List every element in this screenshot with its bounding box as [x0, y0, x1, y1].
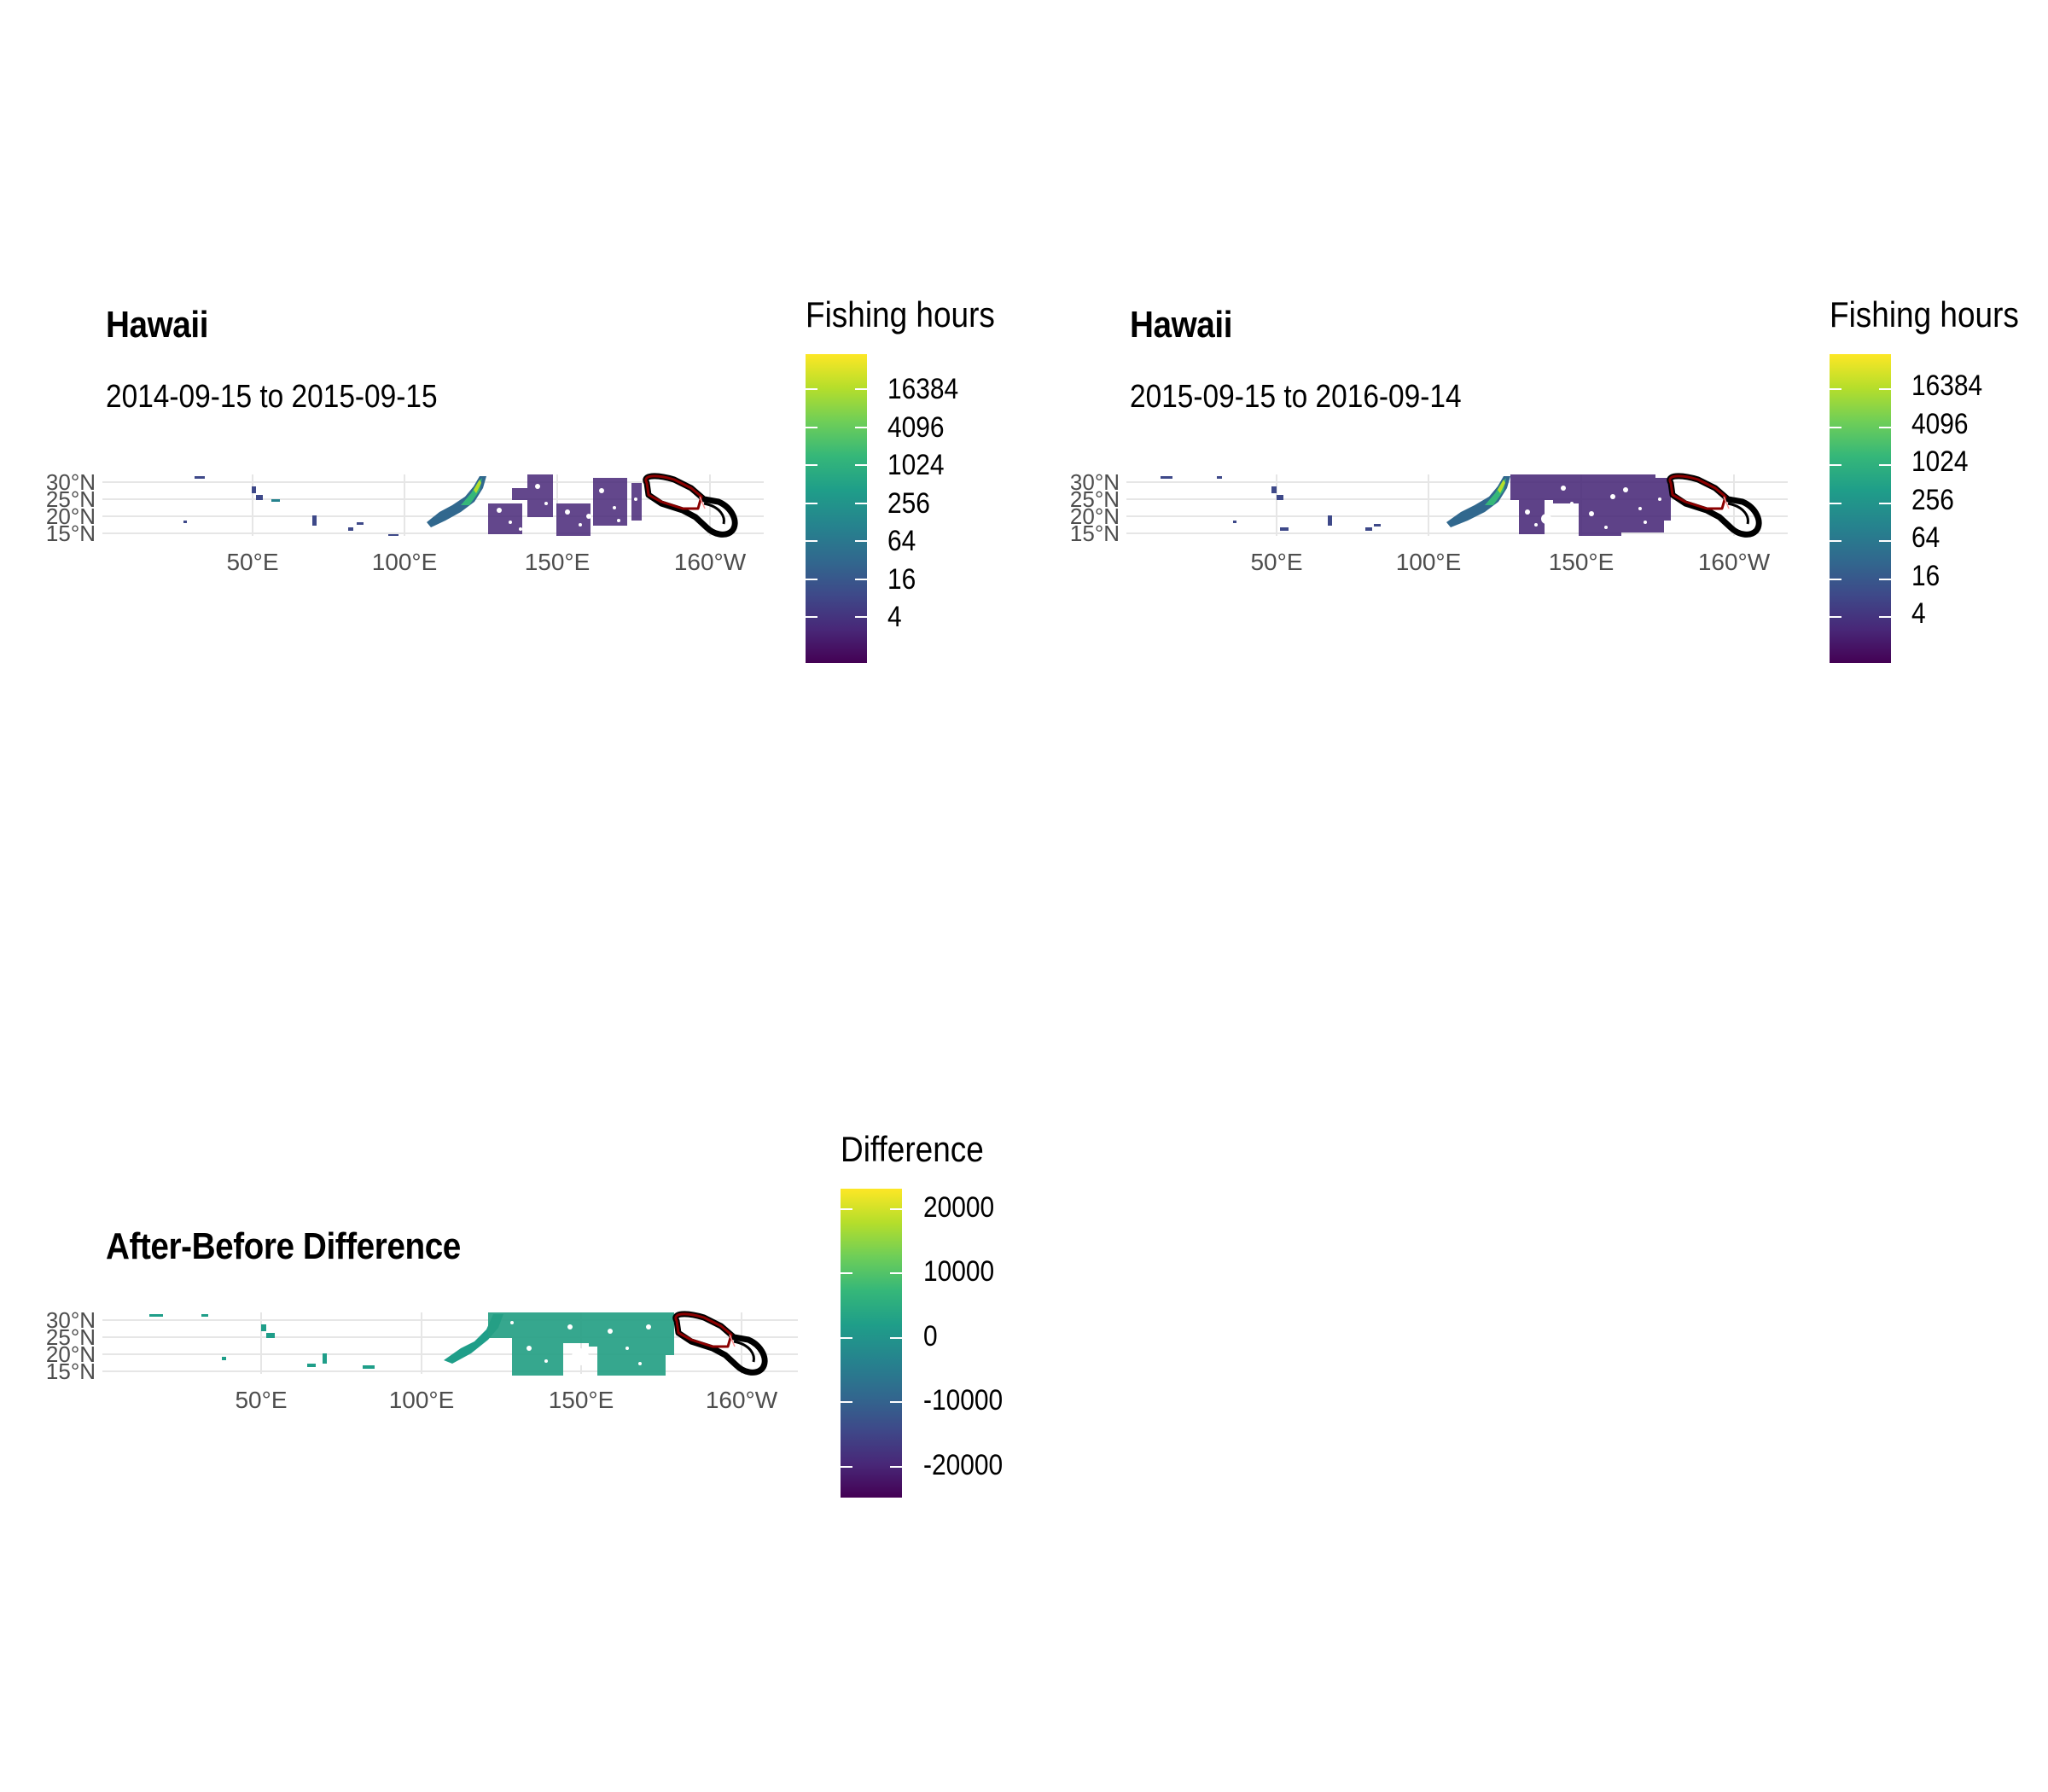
- legend-title: Fishing hours: [806, 294, 995, 335]
- legend-title: Fishing hours: [1830, 294, 2019, 335]
- x-tick-label: 160°W: [674, 549, 747, 575]
- fishing-activity-pacific: [1510, 474, 1671, 536]
- x-tick-label: 160°W: [1698, 549, 1771, 575]
- legend-label: 4: [887, 601, 902, 633]
- panel-title: Hawaii: [106, 304, 209, 346]
- map-panel-before: Hawaii 2014-09-15 to 2015-09-15: [0, 0, 1024, 768]
- legend-label: 256: [887, 487, 930, 520]
- fishing-activity-japan: [427, 476, 486, 527]
- legend-colorbar: [841, 1189, 902, 1498]
- x-tick-label: 100°E: [372, 549, 438, 575]
- difference-west: [149, 1314, 375, 1369]
- x-axis-labels: 50°E 100°E 150°E 160°W: [1250, 549, 1770, 575]
- panel-subtitle: 2014-09-15 to 2015-09-15: [106, 379, 438, 415]
- fishing-activity-speckle: [497, 484, 637, 531]
- panel-subtitle: 2015-09-15 to 2016-09-14: [1130, 379, 1462, 415]
- fishing-activity-japan: [1446, 476, 1510, 527]
- legend-label: 0: [923, 1320, 938, 1353]
- y-tick-label: 25°N: [46, 1324, 96, 1350]
- legend-label: 16384: [887, 373, 959, 405]
- y-tick-label: 25°N: [1070, 486, 1120, 512]
- y-axis-labels: 30°N 25°N 20°N 15°N: [46, 469, 96, 546]
- x-tick-label: 100°E: [1396, 549, 1462, 575]
- map-plot: 30°N 25°N 20°N 15°N 50°E 100°E 150°E 160…: [46, 469, 764, 575]
- x-tick-label: 50°E: [1250, 549, 1302, 575]
- x-tick-label: 50°E: [226, 549, 278, 575]
- legend-title: Difference: [841, 1129, 984, 1169]
- x-axis-labels: 50°E 100°E 150°E 160°W: [226, 549, 746, 575]
- y-axis-labels: 30°N 25°N 20°N 15°N: [46, 1307, 96, 1384]
- legend-label: 16: [887, 563, 916, 596]
- fishing-activity-west: [183, 476, 399, 536]
- panel-title: Hawaii: [1130, 304, 1233, 346]
- x-tick-label: 50°E: [235, 1387, 287, 1413]
- y-tick-label: 20°N: [1070, 503, 1120, 529]
- legend-label: 20000: [923, 1191, 995, 1224]
- legend-label: 256: [1911, 484, 1954, 516]
- y-tick-label: 30°N: [1070, 469, 1120, 495]
- y-tick-label: 15°N: [1070, 521, 1120, 546]
- legend-label: 4: [1911, 597, 1926, 630]
- difference-speckle: [510, 1321, 651, 1365]
- y-tick-label: 30°N: [46, 1307, 96, 1333]
- fishing-activity-west: [1161, 476, 1381, 531]
- y-tick-label: 15°N: [46, 521, 96, 546]
- x-axis-labels: 50°E 100°E 150°E 160°W: [235, 1387, 777, 1413]
- legend-label: 1024: [1911, 445, 1969, 478]
- legend-label: 16384: [1911, 369, 1983, 402]
- fishing-activity-speckle: [1525, 486, 1661, 529]
- legend-label: -20000: [923, 1449, 1004, 1481]
- map-plot: 30°N 25°N 20°N 15°N 50°E 100°E 150°E 160…: [1070, 469, 1788, 575]
- fishing-activity-pacific: [488, 474, 642, 536]
- legend-label: 1024: [887, 449, 945, 481]
- x-tick-label: 150°E: [549, 1387, 614, 1413]
- x-tick-label: 100°E: [389, 1387, 455, 1413]
- x-tick-label: 160°W: [706, 1387, 778, 1413]
- legend-label: 16: [1911, 560, 1940, 592]
- map-panel-after: Hawaii 2015-09-15 to 2016-09-14: [1024, 0, 2048, 768]
- x-tick-label: 150°E: [525, 549, 591, 575]
- y-tick-label: 25°N: [46, 486, 96, 512]
- y-tick-label: 30°N: [46, 469, 96, 495]
- hawaii-eez-outline: [1667, 473, 1762, 538]
- y-tick-label: 15°N: [46, 1359, 96, 1384]
- map-plot: 30°N 25°N 20°N 15°N 50°E 100°E 150°E 160…: [46, 1307, 798, 1413]
- map-panel-difference: After-Before Difference: [0, 896, 1024, 1664]
- legend-label: 4096: [1911, 408, 1969, 440]
- y-tick-label: 20°N: [46, 1341, 96, 1367]
- hawaii-eez-outline: [672, 1311, 768, 1376]
- hawaii-eez-outline: [643, 473, 738, 538]
- x-tick-label: 150°E: [1549, 549, 1615, 575]
- y-tick-label: 20°N: [46, 503, 96, 529]
- legend-colorbar: [1830, 354, 1891, 663]
- legend-label: 64: [1911, 521, 1940, 554]
- legend-label: 10000: [923, 1255, 995, 1288]
- legend-colorbar: [806, 354, 867, 663]
- legend-label: 4096: [887, 411, 945, 444]
- panel-title: After-Before Difference: [106, 1225, 461, 1267]
- legend-label: 64: [887, 525, 916, 557]
- y-axis-labels: 30°N 25°N 20°N 15°N: [1070, 469, 1120, 546]
- legend-label: -10000: [923, 1384, 1004, 1417]
- difference-pacific: [488, 1312, 674, 1376]
